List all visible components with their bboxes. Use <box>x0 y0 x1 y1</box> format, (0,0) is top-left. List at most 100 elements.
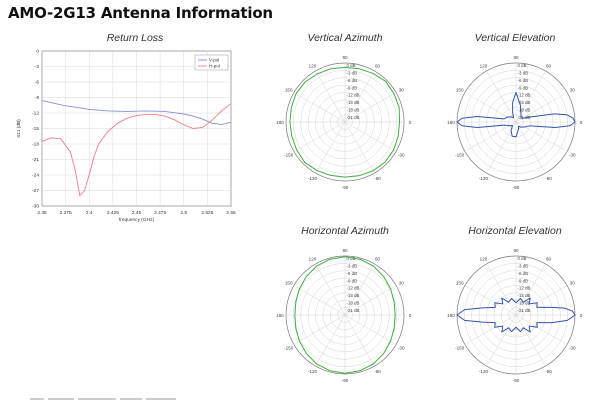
return-loss-chart: 2.35 2.375 2.4 2.425 2.45 2.475 2.5 2.525 2.55 0 -… <box>16 49 236 223</box>
vertical-elevation-polar-chart: 90 60 30 0 -30 -60 -90 -120 -150 180 150 120 0 dB -3 … <box>447 55 583 190</box>
polar-angle-label: 0 <box>409 313 412 318</box>
polar-angle-label: -120 <box>308 369 318 374</box>
polar-pattern-trace <box>289 66 401 178</box>
y-tick-label: -18 <box>32 142 39 148</box>
polar-radial-label: -18 dB <box>518 108 531 113</box>
y-tick-label: -6 <box>35 80 40 86</box>
polar-spoke <box>344 314 375 367</box>
polar-spoke <box>515 314 546 367</box>
polar-angle-label: -30 <box>569 345 576 350</box>
polar-radial-label: -21 dB <box>347 308 360 313</box>
polar-radial-label: -9 dB <box>347 278 358 283</box>
polar-radial-label: -6 dB <box>518 271 529 276</box>
polar-radial-label: -18 dB <box>347 108 360 113</box>
polar-spoke <box>293 285 346 316</box>
polar-angle-label: 150 <box>456 280 464 285</box>
polar-radial-label: -15 dB <box>518 293 531 298</box>
polar-angle-label: -90 <box>513 185 520 190</box>
polar-pattern-trace <box>456 92 576 138</box>
polar-spoke <box>344 121 375 174</box>
polar-angle-label: -120 <box>308 176 318 181</box>
polar-spoke <box>344 92 397 123</box>
x-tick-label: 2.35 <box>37 210 47 216</box>
polar-spoke <box>515 285 568 316</box>
x-axis-label: frequency (GHz) <box>119 217 155 223</box>
polar-angle-label: 90 <box>513 55 519 60</box>
polar-spoke <box>344 70 375 123</box>
polar-radial-label: -6 dB <box>347 271 358 276</box>
series-line-v-pol <box>42 100 231 125</box>
polar-spoke <box>464 314 517 345</box>
polar-angle-label: -30 <box>569 152 576 157</box>
polar-angle-label: 150 <box>456 87 464 92</box>
polar-spoke <box>344 314 397 345</box>
polar-angle-label: 180 <box>276 313 284 318</box>
polar-radial-label: -6 dB <box>347 78 358 83</box>
polar-angle-label: 60 <box>546 64 552 69</box>
polar-spoke <box>515 263 546 316</box>
polar-radial-label: -18 dB <box>518 301 531 306</box>
polar-spoke <box>344 121 397 152</box>
polar-angle-label: -30 <box>398 152 405 157</box>
vertical-elevation-title: Vertical Elevation <box>474 32 556 44</box>
y-tick-label: -24 <box>32 173 39 179</box>
x-tick-label: 2.425 <box>107 210 119 216</box>
legend-label: V-pol <box>209 58 219 63</box>
polar-radial-label: -9 dB <box>347 85 358 90</box>
polar-radial-label: -3 dB <box>347 71 358 76</box>
polar-angle-label: 60 <box>375 257 381 262</box>
polar-spoke <box>486 70 517 123</box>
polar-angle-label: 60 <box>546 257 552 262</box>
polar-angle-label: 0 <box>580 313 583 318</box>
polar-spoke <box>464 285 517 316</box>
polar-spoke <box>464 121 517 152</box>
y-axis-label: S11 (dB) <box>16 119 22 138</box>
polar-angle-label: 120 <box>309 257 317 262</box>
horizontal-azimuth-polar-chart: 90 60 30 0 -30 -60 -90 -120 -150 180 150 120 0 dB -3 … <box>276 248 412 383</box>
polar-spoke <box>293 121 346 152</box>
polar-angle-label: 90 <box>342 55 348 60</box>
polar-spoke <box>315 121 346 174</box>
polar-spoke <box>515 121 546 174</box>
polar-pattern-trace <box>456 297 576 333</box>
horizontal-elevation-polar-chart: 90 60 30 0 -30 -60 -90 -120 -150 180 150 120 0 dB -3 … <box>447 248 583 383</box>
polar-radial-label: -3 dB <box>347 264 358 269</box>
polar-spoke <box>515 314 568 345</box>
polar-angle-label: 30 <box>399 87 405 92</box>
polar-spoke <box>293 314 346 345</box>
polar-radial-label: -21 dB <box>518 115 531 120</box>
horizontal-azimuth-title: Horizontal Azimuth <box>301 225 389 237</box>
polar-radial-label: -12 dB <box>347 286 360 291</box>
page-title: AMO-2G13 Antenna Information <box>8 4 273 22</box>
polar-radial-label: -21 dB <box>347 115 360 120</box>
polar-angle-label: 30 <box>399 280 405 285</box>
x-tick-label: 2.4 <box>86 210 93 216</box>
polar-angle-label: 30 <box>570 87 576 92</box>
return-loss-title: Return Loss <box>106 32 164 44</box>
polar-angle-label: -120 <box>479 369 489 374</box>
y-tick-label: 0 <box>36 49 39 55</box>
polar-angle-label: -150 <box>284 152 294 157</box>
vertical-azimuth-title: Vertical Azimuth <box>307 32 383 44</box>
polar-radial-label: -3 dB <box>518 264 529 269</box>
polar-angle-label: 150 <box>285 87 293 92</box>
polar-spoke <box>293 92 346 123</box>
polar-angle-label: -30 <box>398 345 405 350</box>
polar-spoke <box>315 70 346 123</box>
polar-angle-label: -60 <box>545 369 552 374</box>
polar-angle-label: 30 <box>570 280 576 285</box>
polar-spoke <box>315 263 346 316</box>
y-tick-label: -9 <box>35 95 40 101</box>
polar-radial-label: 0 dB <box>347 256 356 261</box>
polar-angle-label: -150 <box>455 345 465 350</box>
polar-radial-label: -15 dB <box>347 293 360 298</box>
x-tick-label: 2.5 <box>180 210 187 216</box>
polar-radial-label: 0 dB <box>347 63 356 68</box>
vertical-azimuth-polar-chart: 90 60 30 0 -30 -60 -90 -120 -150 180 150 120 0 dB -3 … <box>276 55 412 190</box>
polar-angle-label: -60 <box>545 176 552 181</box>
x-tick-label: 2.475 <box>154 210 166 216</box>
polar-radial-label: -9 dB <box>518 278 529 283</box>
polar-angle-label: -150 <box>455 152 465 157</box>
polar-angle-label: -90 <box>342 378 349 383</box>
polar-radial-label: 0 dB <box>518 256 527 261</box>
